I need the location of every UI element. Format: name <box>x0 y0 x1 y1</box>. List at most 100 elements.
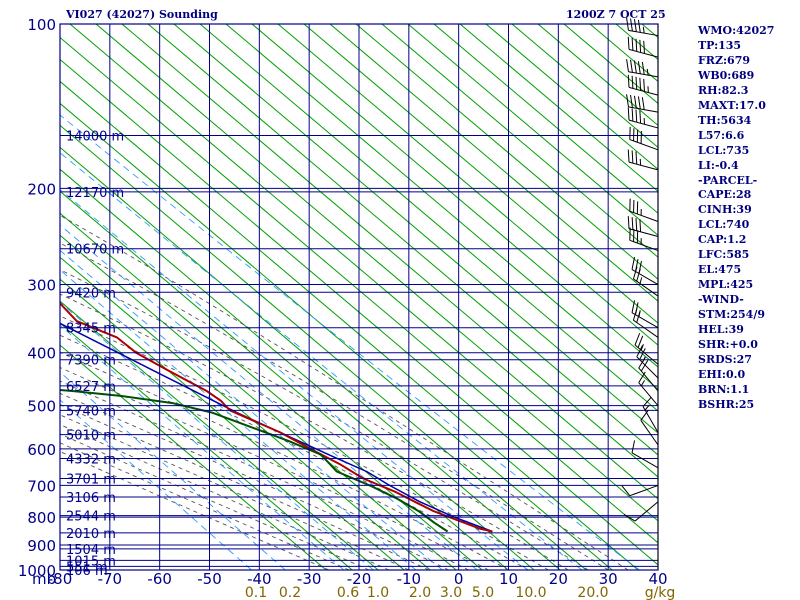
pressure-tick-label: 300 <box>27 277 56 295</box>
stat-item: LCL:740 <box>698 218 750 232</box>
height-label: 4332 m <box>66 453 116 468</box>
dry-adiabat-line <box>95 24 658 500</box>
moist-adiabat-line <box>60 351 509 570</box>
mixing-ratio-label: 2.0 <box>409 585 431 600</box>
dry-adiabat-line <box>459 24 658 192</box>
pressure-tick-label: 800 <box>27 509 56 527</box>
height-label: 12170 m <box>66 186 124 201</box>
wind-barb <box>627 107 659 129</box>
dry-adiabat-line <box>121 24 658 478</box>
temp-tick-label: -30 <box>297 570 322 588</box>
moist-adiabat-line <box>60 269 589 570</box>
pressure-tick-label: 1000 <box>18 562 56 580</box>
pressure-tick-label: 600 <box>27 441 56 459</box>
mixing-ratio-label: 20.0 <box>577 585 608 600</box>
height-label: 10670 m <box>66 243 124 258</box>
moist-adiabat-line <box>60 293 569 570</box>
stat-item: EHI:0.0 <box>698 367 746 381</box>
dry-adiabat-line <box>303 24 658 324</box>
pressure-tick-label: 200 <box>27 180 56 198</box>
mixing-ratio-label: 1.0 <box>367 585 389 600</box>
chart-title: VI027 (42027) Sounding <box>66 8 218 21</box>
moist-adiabat-line <box>60 442 350 570</box>
dry-adiabat-line <box>199 24 658 412</box>
pressure-tick-label: 500 <box>27 398 56 416</box>
moist-adiabat-line <box>60 367 489 570</box>
stats-panel: WMO:42027 TP:135 FRZ:679 WB0:689 RH:82.3 MAXT… <box>698 24 774 413</box>
stat-item: CAP:1.2 <box>698 233 747 247</box>
mixing-ratio-line <box>60 324 345 570</box>
dry-adiabat-line <box>60 300 379 570</box>
stat-item: LI:-0.4 <box>698 158 739 172</box>
wind-barb <box>632 307 659 338</box>
wind-barb <box>629 126 659 151</box>
mixing-ratio-label: 3.0 <box>440 585 462 600</box>
height-label: 3701 m <box>66 473 116 488</box>
wind-barb <box>627 216 659 237</box>
stat-item: WB0:689 <box>698 68 755 82</box>
stat-item: SRDS:27 <box>698 352 752 366</box>
mixing-ratio-label: 0.6 <box>337 585 359 600</box>
height-label: 5740 m <box>66 404 116 419</box>
mixing-ratio-label: 0.2 <box>279 585 301 600</box>
wind-barb <box>629 227 659 252</box>
height-label: 2010 m <box>66 527 116 542</box>
temp-tick-label: 20 <box>549 570 568 588</box>
dry-adiabat-line <box>355 24 658 280</box>
wind-barb <box>640 409 659 446</box>
stat-item: -WIND- <box>698 293 744 307</box>
stat-item: L57:6.6 <box>698 128 745 142</box>
height-label: 9420 m <box>66 286 116 301</box>
temp-tick-label: -40 <box>247 570 272 588</box>
temp-tick-label: -80 <box>48 570 73 588</box>
stat-item: MAXT:17.0 <box>698 98 766 112</box>
height-label: 1504 m <box>66 543 116 558</box>
stat-item: LCL:735 <box>698 143 750 157</box>
temp-tick-label: -20 <box>347 570 372 588</box>
temp-tick-label: 30 <box>599 570 618 588</box>
wind-barb <box>638 371 659 406</box>
height-label: 551 m <box>66 560 108 575</box>
dry-adiabat-line <box>433 24 658 214</box>
wind-barb <box>642 396 659 433</box>
chart-date: 1200Z 7 OCT 25 <box>566 8 666 21</box>
dry-adiabat-line <box>772 24 800 570</box>
wind-barb <box>634 333 659 365</box>
dry-adiabat-line <box>251 24 658 368</box>
wind-barb <box>621 484 659 497</box>
temp-tick-label: -70 <box>98 570 123 588</box>
stat-item: MPL:425 <box>698 278 754 292</box>
height-label: 14000 m <box>66 129 124 144</box>
dry-adiabat-line <box>381 24 658 258</box>
stat-item: RH:82.3 <box>698 83 749 97</box>
wind-barb <box>627 36 659 58</box>
height-label: 5010 m <box>66 429 116 444</box>
dewpoint-profile <box>60 389 449 533</box>
height-label: 3106 m <box>66 491 116 506</box>
wind-barb <box>631 440 659 469</box>
plot-area <box>60 24 800 570</box>
wind-barb <box>623 501 659 522</box>
stat-item: EL:475 <box>698 263 742 277</box>
mixing-ratio-line <box>60 301 374 570</box>
dry-adiabat-line <box>60 278 405 570</box>
dry-adiabat-line <box>60 36 658 544</box>
pressure-tick-label: 400 <box>27 345 56 363</box>
height-label: 6527 m <box>66 380 116 395</box>
dry-adiabat-line <box>173 24 658 434</box>
stat-item: LFC:585 <box>698 248 750 262</box>
dry-adiabat-line <box>537 24 658 127</box>
wind-barb <box>632 266 659 297</box>
temperature-profile <box>60 302 493 533</box>
pressure-tick-label: 700 <box>27 477 56 495</box>
temp-tick-label: 10 <box>499 570 518 588</box>
stat-item: HEL:39 <box>698 323 744 337</box>
wind-barb <box>638 356 659 392</box>
dry-adiabat-line <box>407 24 658 236</box>
wind-barb <box>626 17 659 37</box>
pressure-tick-label: 900 <box>27 537 56 555</box>
mixing-ratio-label: 10.0 <box>515 585 546 600</box>
stat-item: WMO:42027 <box>698 24 775 37</box>
stat-item: BSHR:25 <box>698 397 755 411</box>
mixing-ratio-line <box>60 152 583 570</box>
